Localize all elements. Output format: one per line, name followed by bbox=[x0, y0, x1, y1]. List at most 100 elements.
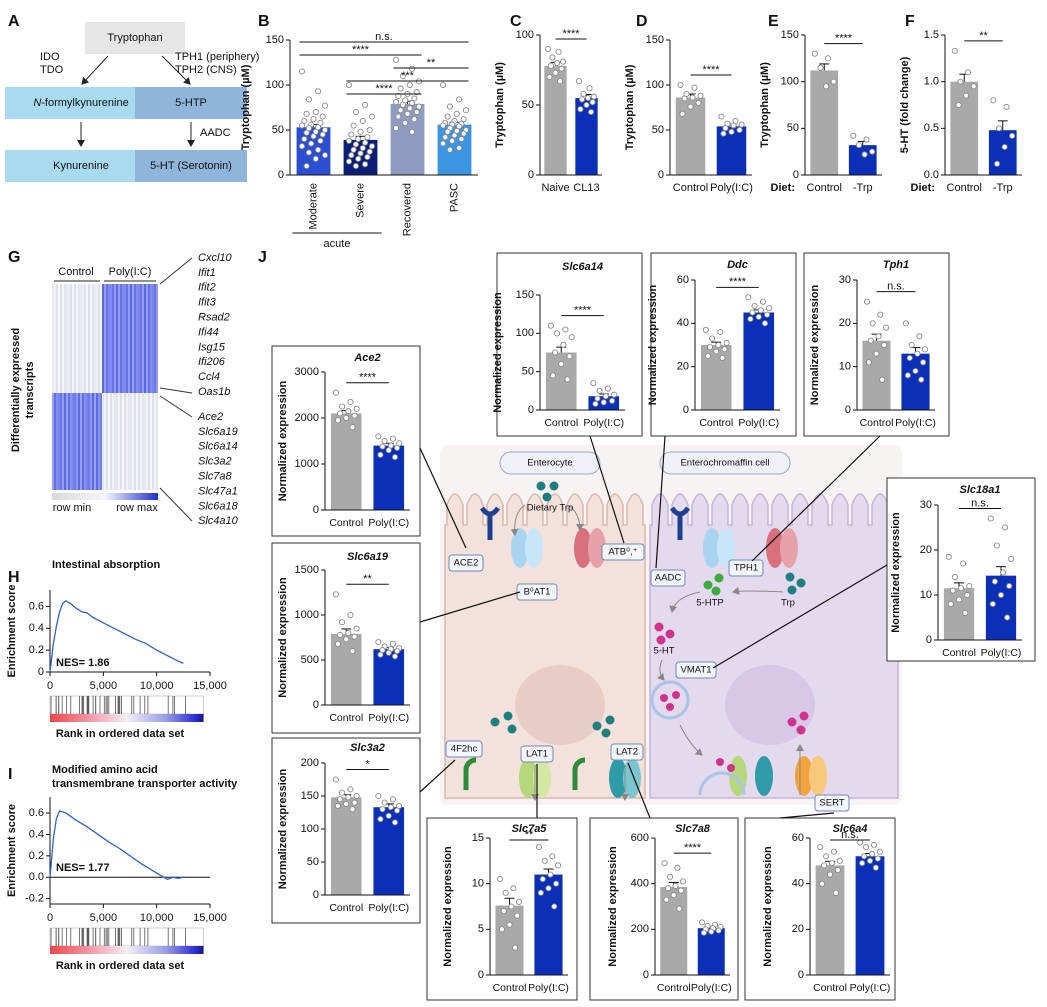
data-point bbox=[875, 333, 882, 340]
heatmap-cell bbox=[94, 393, 96, 490]
transporter bbox=[809, 756, 827, 796]
heatmap-cell bbox=[74, 284, 76, 393]
gene-label: Slc6a19 bbox=[198, 426, 238, 438]
x-tick-label: Control bbox=[947, 182, 982, 194]
data-point bbox=[334, 640, 341, 647]
data-point bbox=[1000, 569, 1007, 576]
data-point bbox=[697, 92, 704, 99]
y-tick-label: 0.0 bbox=[924, 169, 939, 181]
significance-label: **** bbox=[835, 33, 853, 45]
model-label: VMAT1 bbox=[681, 665, 712, 676]
data-point bbox=[547, 62, 554, 69]
heatmap-cell bbox=[106, 393, 108, 490]
y-tick-label: 0.2 bbox=[29, 850, 44, 862]
significance-label: **** bbox=[352, 44, 370, 56]
connector bbox=[627, 762, 651, 819]
data-point bbox=[355, 155, 362, 162]
data-point bbox=[672, 882, 679, 890]
heatmap-cell bbox=[114, 393, 116, 490]
x-tick-label: Control bbox=[807, 182, 842, 194]
data-point bbox=[859, 860, 866, 867]
y-tick-label: 0.6 bbox=[29, 807, 44, 819]
data-point bbox=[902, 320, 910, 327]
chart-title: transmembrane transporter activity bbox=[52, 778, 238, 790]
data-point bbox=[368, 113, 376, 120]
bar bbox=[743, 312, 775, 410]
heatmap-cell bbox=[132, 393, 134, 490]
enterochromaffin bbox=[649, 493, 899, 799]
data-point bbox=[863, 136, 870, 143]
annotation: NES= 1.86 bbox=[56, 657, 110, 669]
panel-letter: A bbox=[8, 13, 20, 30]
data-point bbox=[406, 105, 413, 112]
data-point bbox=[343, 414, 350, 422]
data-point bbox=[332, 591, 339, 598]
data-point bbox=[819, 880, 826, 887]
data-point bbox=[745, 294, 752, 301]
heatmap-cell bbox=[150, 284, 152, 393]
x-tick-label: Poly(I:C) bbox=[850, 982, 891, 994]
heatmap-cell bbox=[90, 284, 92, 393]
heatmap-cell bbox=[108, 284, 110, 393]
y-tick-label: 1000 bbox=[295, 609, 319, 621]
data-point bbox=[958, 585, 965, 592]
data-point bbox=[728, 128, 735, 135]
x-tick-label: 5,000 bbox=[90, 912, 118, 924]
heatmap-cell bbox=[116, 284, 118, 393]
data-point bbox=[560, 341, 567, 348]
data-point bbox=[351, 633, 358, 640]
data-point bbox=[964, 591, 971, 599]
node: N-formylkynurenine bbox=[33, 97, 128, 109]
data-point bbox=[298, 122, 306, 129]
transporter bbox=[780, 528, 798, 568]
significance-label: n.s. bbox=[375, 31, 393, 43]
heatmap-cell bbox=[88, 393, 90, 490]
connector bbox=[419, 759, 456, 793]
data-point bbox=[817, 64, 824, 71]
data-point bbox=[580, 90, 587, 97]
heatmap-cell bbox=[84, 393, 86, 490]
connector bbox=[751, 435, 881, 562]
heatmap-cell bbox=[78, 284, 80, 393]
data-point bbox=[458, 135, 465, 143]
data-point bbox=[537, 889, 544, 896]
bar bbox=[855, 856, 885, 975]
data-point bbox=[389, 435, 396, 442]
gene-label: Ifit3 bbox=[198, 297, 217, 309]
x-tick-label: Control bbox=[657, 982, 691, 994]
data-point bbox=[823, 853, 830, 860]
data-point bbox=[339, 403, 346, 410]
data-point bbox=[826, 871, 834, 878]
data-point bbox=[409, 99, 416, 107]
data-point bbox=[298, 68, 306, 75]
chart-title: Slc18a1 bbox=[960, 484, 1001, 496]
x-prefix: Diet: bbox=[911, 182, 935, 194]
data-point bbox=[399, 72, 406, 80]
model-label: B⁰AT1 bbox=[524, 587, 551, 598]
node: 5-HT (Serotonin) bbox=[150, 160, 232, 172]
data-point bbox=[955, 596, 963, 603]
data-point bbox=[392, 56, 400, 63]
data-point bbox=[375, 638, 382, 646]
data-point bbox=[350, 146, 357, 153]
data-point bbox=[456, 96, 463, 103]
enzyme: TPH1 (periphery) bbox=[175, 51, 259, 63]
data-point bbox=[715, 927, 722, 934]
data-point bbox=[706, 344, 714, 351]
data-point bbox=[553, 880, 560, 887]
y-tick-label: 10 bbox=[472, 878, 484, 890]
data-point bbox=[993, 542, 1000, 549]
data-point bbox=[389, 640, 396, 647]
y-tick-label: 1.5 bbox=[924, 29, 939, 41]
significance-label: **** bbox=[375, 83, 393, 95]
data-point bbox=[444, 128, 451, 135]
y-tick-label: 5 bbox=[478, 923, 484, 935]
connector bbox=[159, 487, 193, 522]
data-point bbox=[332, 776, 339, 783]
panel-letter: C bbox=[510, 13, 522, 30]
chart-title: Ddc bbox=[727, 259, 748, 271]
data-point bbox=[362, 101, 369, 108]
data-point bbox=[828, 860, 836, 867]
molecules bbox=[654, 622, 809, 772]
data-point bbox=[916, 333, 923, 340]
